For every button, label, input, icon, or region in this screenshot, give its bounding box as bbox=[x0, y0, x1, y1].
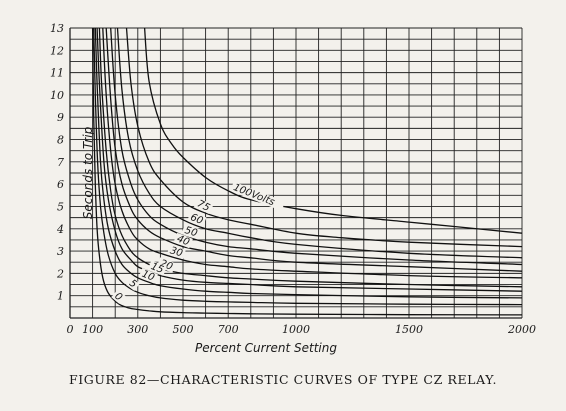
curve-label: 60 bbox=[189, 212, 205, 227]
curve-label-background bbox=[166, 244, 186, 260]
curve-line bbox=[125, 27, 523, 248]
curve-line bbox=[94, 27, 523, 299]
curve-label-background bbox=[193, 197, 214, 215]
curve-label-background bbox=[173, 232, 193, 249]
y-tick-label: 13 bbox=[50, 22, 64, 35]
x-tick-label: 100 bbox=[82, 323, 103, 336]
curve-label-background bbox=[156, 257, 176, 273]
y-tick-label: 11 bbox=[50, 67, 64, 80]
y-tick-label: 7 bbox=[57, 156, 64, 169]
curve-line bbox=[102, 27, 523, 279]
curve-label: 0 bbox=[112, 291, 124, 304]
curve-label: 5 bbox=[127, 278, 139, 291]
curve-label: 30 bbox=[169, 245, 184, 259]
x-tick-label: 500 bbox=[173, 323, 194, 336]
curve-label: 50 bbox=[183, 225, 198, 239]
x-tick-label: 0 bbox=[67, 323, 74, 336]
curve-line bbox=[143, 27, 523, 234]
curve-label-background bbox=[230, 181, 286, 211]
x-tick-label: 700 bbox=[218, 323, 239, 336]
x-tick-label: 1000 bbox=[282, 323, 310, 336]
y-tick-label: 2 bbox=[56, 267, 64, 280]
x-axis-label: Percent Current Setting bbox=[195, 341, 337, 355]
curve-label-background bbox=[125, 276, 141, 291]
y-tick-label: 4 bbox=[56, 223, 64, 236]
y-tick-label: 8 bbox=[57, 134, 64, 147]
curve-label: 10 bbox=[140, 269, 156, 284]
grid bbox=[69, 27, 523, 319]
y-tick-label: 5 bbox=[57, 200, 64, 213]
curve-line bbox=[91, 27, 523, 316]
curve-line bbox=[93, 27, 523, 306]
curve-line bbox=[116, 27, 523, 259]
y-tick-label: 10 bbox=[50, 89, 64, 102]
x-tick-label: 300 bbox=[127, 323, 148, 336]
y-tick-label: 9 bbox=[57, 111, 64, 124]
y-tick-label: 1 bbox=[57, 290, 64, 303]
y-axis-label: Seconds to Trip bbox=[81, 126, 95, 219]
curve-label-background bbox=[181, 224, 201, 239]
curve-label-background bbox=[147, 260, 167, 276]
tick-labels: 0 100 300 500 700 1000 1500 2000123456789101112… bbox=[50, 22, 536, 336]
curve-label-background bbox=[111, 289, 126, 304]
curve-line bbox=[105, 27, 523, 272]
x-tick-label: 2000 bbox=[507, 323, 536, 336]
y-tick-label: 6 bbox=[57, 178, 64, 191]
curve-label-background bbox=[138, 268, 158, 284]
curve-line bbox=[98, 27, 523, 288]
curve-label: 40 bbox=[175, 233, 191, 248]
x-tick-label: 1500 bbox=[395, 323, 423, 336]
figure-caption: FIGURE 82—CHARACTERISTIC CURVES OF TYPE … bbox=[68, 372, 498, 387]
y-tick-label: 3 bbox=[57, 245, 64, 258]
curve-label: 75 bbox=[195, 199, 211, 215]
curve-label-background bbox=[187, 211, 207, 227]
y-tick-label: 12 bbox=[50, 44, 64, 57]
